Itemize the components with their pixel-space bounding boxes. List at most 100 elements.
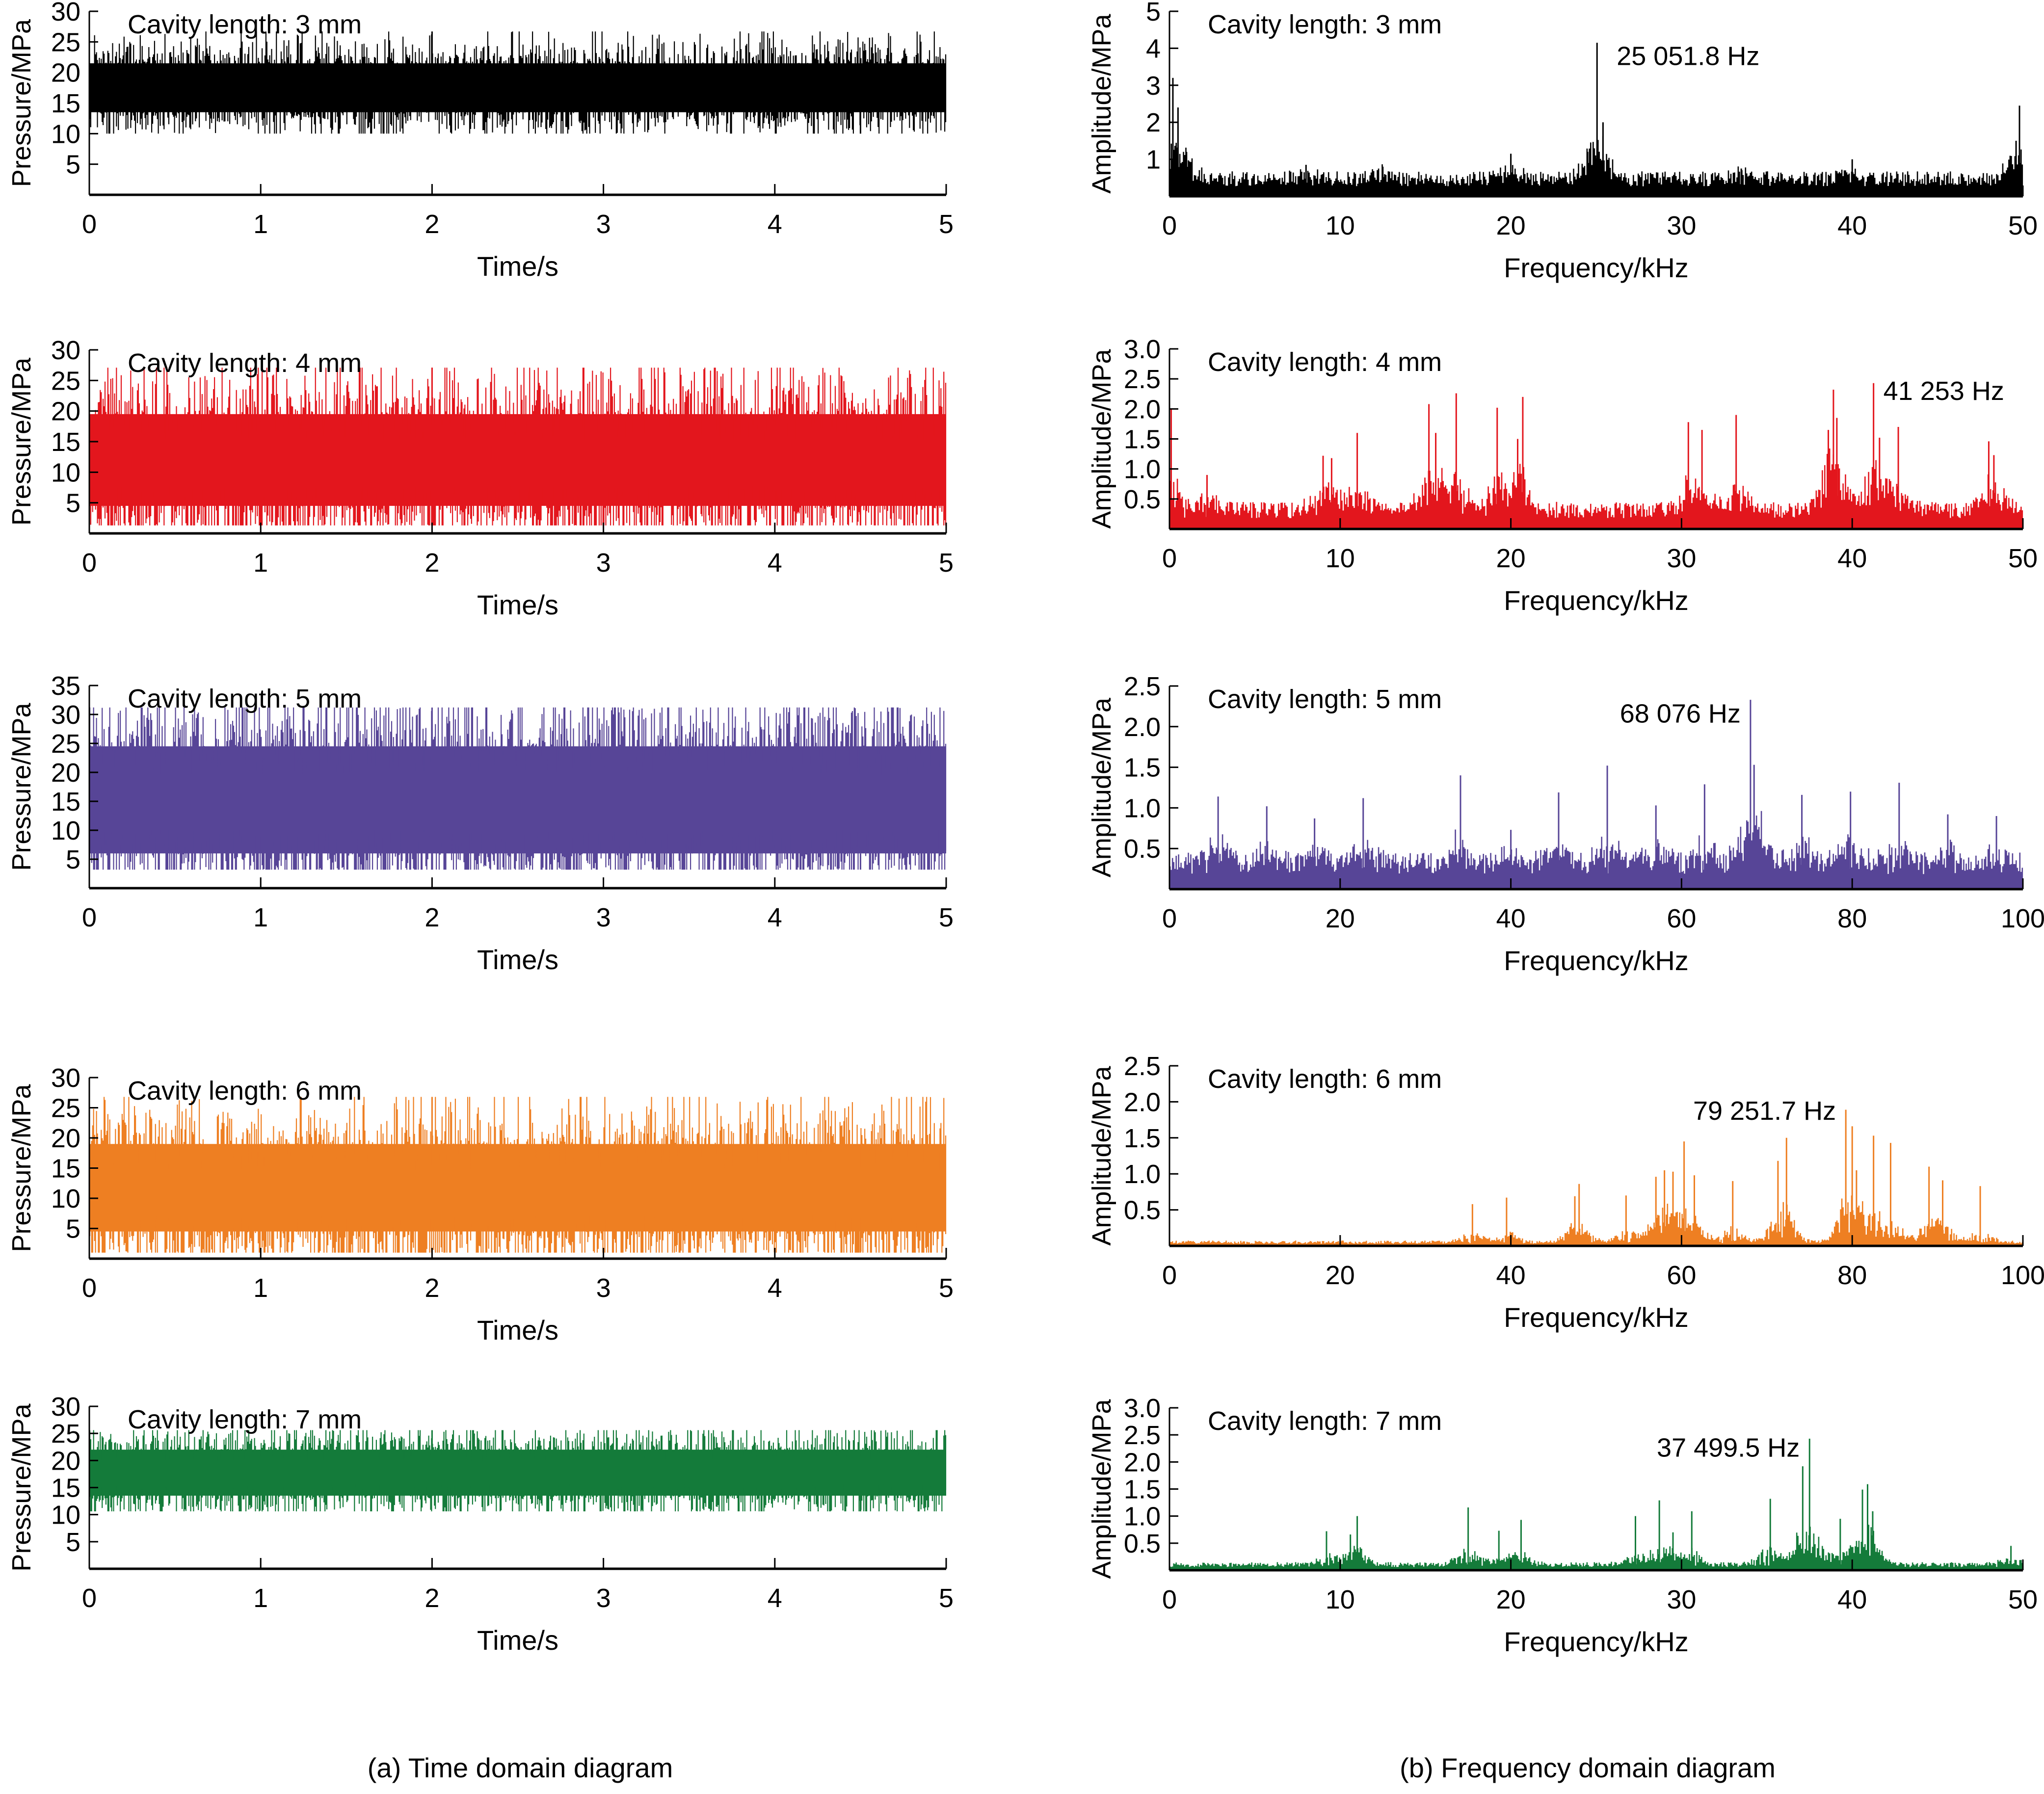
y-tick-label: 2.5 — [1124, 1421, 1161, 1450]
y-tick-label: 2.5 — [1124, 672, 1161, 701]
y-tick-label: 1.0 — [1124, 793, 1161, 823]
y-tick-label: 10 — [51, 1501, 80, 1530]
chart-panel-freq-3mm: 25 051.8 Hz 0 10 20 30 40 50 1 2 3 4 5 Frequency/kHz… — [1087, 0, 2038, 283]
y-tick-label: 30 — [51, 0, 80, 26]
x-tick-label: 80 — [1837, 1261, 1867, 1290]
y-tick-label: 15 — [51, 1154, 80, 1184]
x-tick-label: 20 — [1326, 1261, 1355, 1290]
chart-panel-time-5mm: 0 1 2 3 4 55101520253035Time/sPressure/MPaCav… — [7, 671, 954, 975]
y-tick-label: 20 — [51, 758, 80, 788]
y-tick-label: 1.5 — [1124, 425, 1161, 454]
x-tick-label: 10 — [1326, 1585, 1355, 1614]
y-tick-label: 2.0 — [1124, 1087, 1161, 1117]
y-tick-label: 5 — [1146, 0, 1161, 26]
x-tick-label: 1 — [253, 903, 268, 932]
x-tick-label: 3 — [596, 1273, 611, 1303]
peak-annotation: 25 051.8 Hz — [1617, 41, 1759, 71]
x-tick-label: 30 — [1667, 1585, 1696, 1614]
x-tick-label: 10 — [1326, 211, 1355, 240]
chart-panel-freq-7mm: 37 499.5 Hz 0 10 20 30 40 50 0.51.01.52.02.53.0… — [1087, 1394, 2038, 1657]
x-axis-label: Frequency/kHz — [1504, 1626, 1689, 1657]
x-tick-label: 40 — [1837, 1585, 1867, 1614]
x-tick-label: 3 — [596, 903, 611, 932]
y-axis-label: Amplitude/MPa — [1087, 13, 1116, 193]
x-tick-label: 0 — [1162, 1585, 1177, 1614]
y-tick-label: 20 — [51, 397, 80, 426]
y-tick-label: 1.5 — [1124, 1475, 1161, 1504]
x-tick-label: 50 — [2008, 211, 2038, 240]
x-tick-label: 4 — [768, 1583, 782, 1613]
peak-annotation: 37 499.5 Hz — [1657, 1433, 1800, 1462]
x-tick-label: 4 — [768, 210, 782, 239]
cavity-length-label: Cavity length: 3 mm — [1208, 10, 1442, 39]
y-tick-label: 30 — [51, 1392, 80, 1422]
y-axis-label: Pressure/MPa — [7, 1403, 36, 1571]
peak-annotation: 68 076 Hz — [1620, 699, 1741, 729]
cavity-length-label: Cavity length: 5 mm — [128, 684, 362, 713]
y-tick-label: 10 — [51, 1184, 80, 1214]
cavity-length-label: Cavity length: 4 mm — [1208, 347, 1442, 377]
y-tick-label: 20 — [51, 1446, 80, 1476]
x-tick-label: 100 — [2001, 1261, 2044, 1290]
spectrum-fill — [1169, 1525, 2023, 1570]
x-tick-label: 2 — [425, 548, 439, 578]
x-tick-label: 20 — [1496, 211, 1526, 240]
x-tick-label: 1 — [253, 210, 268, 239]
x-tick-label: 20 — [1326, 904, 1355, 933]
x-tick-label: 100 — [2001, 904, 2044, 933]
y-tick-label: 35 — [51, 671, 80, 701]
y-tick-label: 20 — [51, 58, 80, 88]
y-tick-label: 0.5 — [1124, 485, 1161, 514]
x-tick-label: 0 — [1162, 1261, 1177, 1290]
x-tick-label: 3 — [596, 210, 611, 239]
x-tick-label: 5 — [939, 210, 954, 239]
x-axis-label: Time/s — [477, 1315, 558, 1346]
x-tick-label: 0 — [82, 1583, 97, 1613]
y-tick-label: 5 — [66, 489, 80, 518]
x-tick-label: 0 — [1162, 544, 1177, 573]
cavity-length-label: Cavity length: 7 mm — [1208, 1406, 1442, 1436]
x-axis-label: Frequency/kHz — [1504, 945, 1689, 976]
cavity-length-label: Cavity length: 3 mm — [128, 10, 362, 39]
chart-panel-freq-4mm: 41 253 Hz 0 10 20 30 40 50 0.51.01.52.02.53.0 Fr… — [1087, 335, 2038, 616]
x-tick-label: 40 — [1837, 211, 1867, 240]
x-tick-label: 5 — [939, 548, 954, 578]
x-axis-label: Frequency/kHz — [1504, 585, 1689, 616]
x-tick-label: 40 — [1496, 904, 1526, 933]
x-tick-label: 50 — [2008, 544, 2038, 573]
y-tick-label: 3.0 — [1124, 1394, 1161, 1423]
y-tick-label: 2.5 — [1124, 1052, 1161, 1081]
y-tick-label: 1.0 — [1124, 1502, 1161, 1531]
x-tick-label: 5 — [939, 1273, 954, 1303]
spectrum-fill — [1169, 1195, 2023, 1246]
x-tick-label: 3 — [596, 1583, 611, 1613]
signal-trace — [89, 31, 947, 134]
x-tick-label: 60 — [1667, 1261, 1696, 1290]
x-tick-label: 2 — [425, 1583, 439, 1613]
x-tick-label: 4 — [768, 1273, 782, 1303]
x-tick-label: 2 — [425, 903, 439, 932]
x-axis-label: Time/s — [477, 944, 558, 975]
x-axis-label: Time/s — [477, 251, 558, 282]
x-tick-label: 0 — [82, 210, 97, 239]
y-tick-label: 0.5 — [1124, 1196, 1161, 1225]
x-tick-label: 4 — [768, 548, 782, 578]
x-tick-label: 30 — [1667, 211, 1696, 240]
y-tick-label: 4 — [1146, 34, 1161, 63]
spectrum-fill — [1169, 136, 2023, 196]
y-tick-label: 1 — [1146, 145, 1161, 175]
peak-annotation: 41 253 Hz — [1884, 376, 2004, 406]
y-tick-label: 2 — [1146, 108, 1161, 137]
y-tick-label: 15 — [51, 427, 80, 457]
y-tick-label: 0.5 — [1124, 1529, 1161, 1558]
y-tick-label: 1.0 — [1124, 1160, 1161, 1189]
x-tick-label: 1 — [253, 548, 268, 578]
y-tick-label: 15 — [51, 787, 80, 817]
y-tick-label: 30 — [51, 700, 80, 730]
x-tick-label: 3 — [596, 548, 611, 578]
x-axis-label: Frequency/kHz — [1504, 252, 1689, 283]
